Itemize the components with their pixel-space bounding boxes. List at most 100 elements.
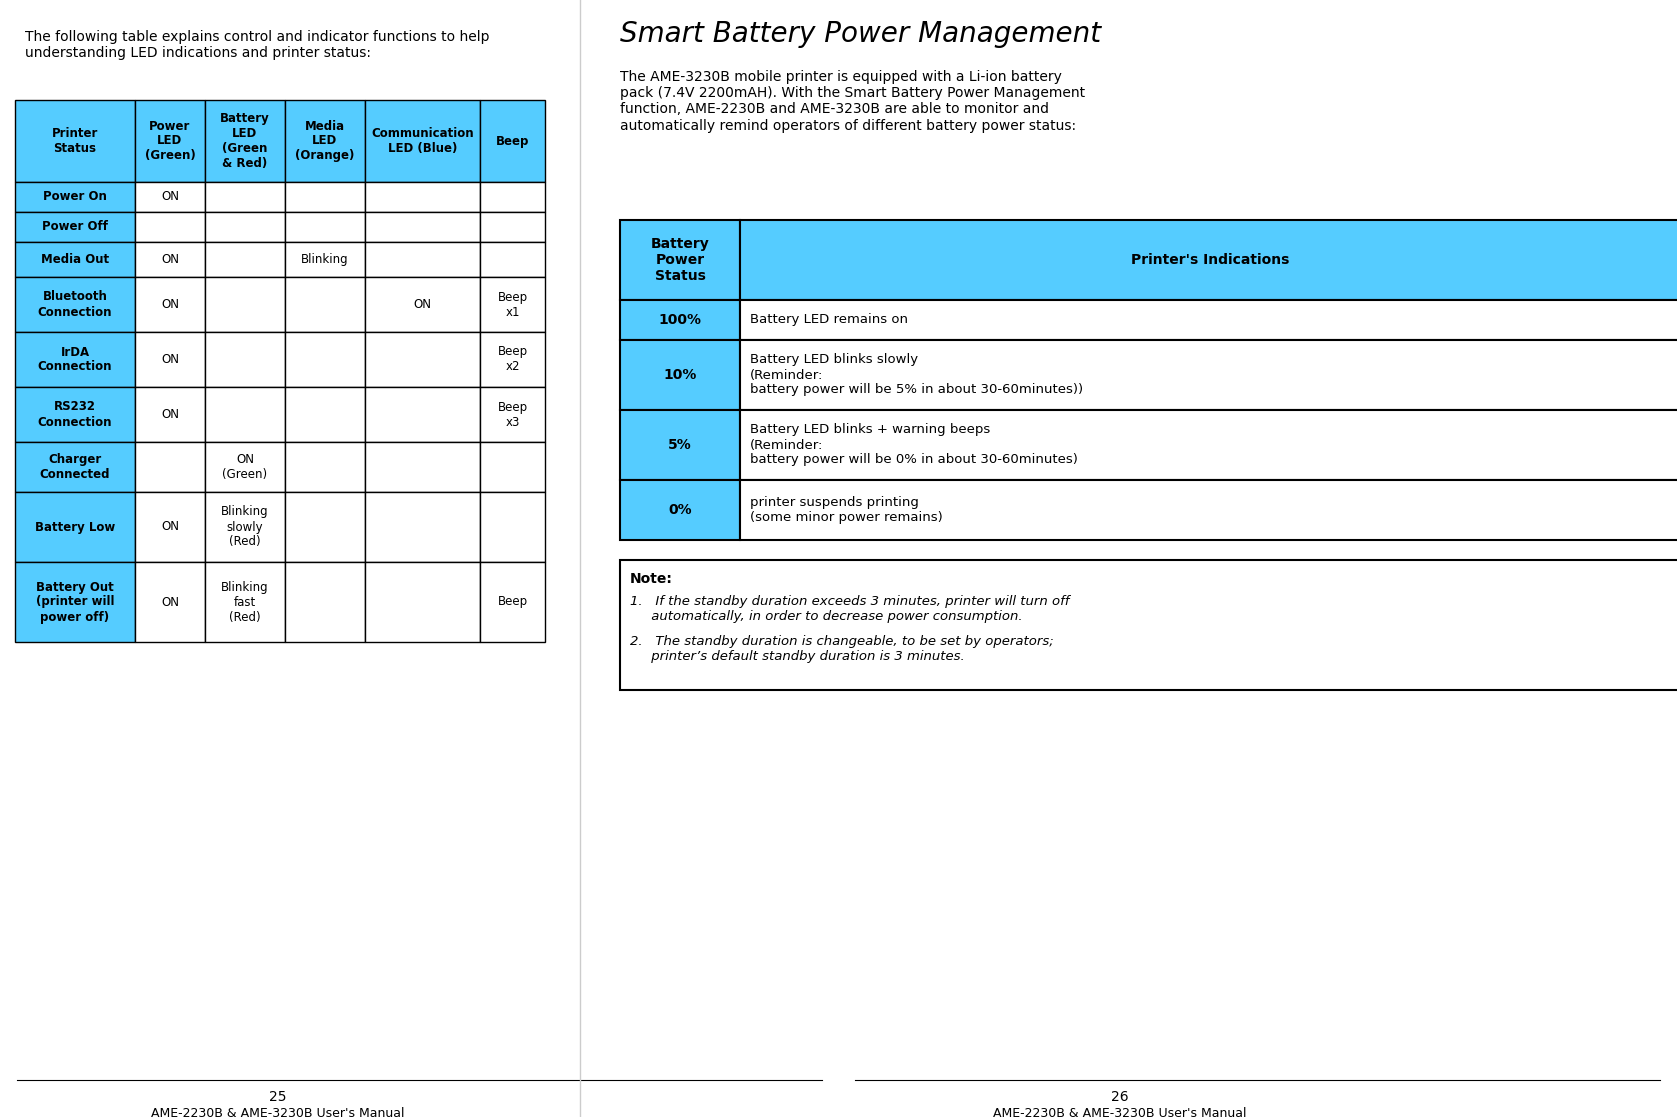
Bar [620, 300, 740, 340]
Text: Printer's Indications: Printer's Indications [1130, 252, 1290, 267]
Text: Beep
x3: Beep x3 [498, 401, 528, 429]
Bar [620, 560, 1677, 690]
Bar [15, 242, 136, 277]
Text: Battery LED blinks slowly
(Reminder:
battery power will be 5% in about 30-60minu: Battery LED blinks slowly (Reminder: bat… [750, 353, 1083, 397]
Bar [15, 332, 136, 386]
Bar [205, 332, 285, 386]
Text: Beep: Beep [498, 595, 528, 609]
Bar [205, 277, 285, 332]
Bar [15, 442, 136, 491]
Bar [15, 491, 136, 562]
Text: Bluetooth
Connection: Bluetooth Connection [39, 290, 112, 318]
Bar [136, 442, 205, 491]
Bar [620, 220, 740, 300]
Text: Beep: Beep [496, 134, 530, 147]
Text: Blinking: Blinking [302, 252, 349, 266]
Text: Beep
x2: Beep x2 [498, 345, 528, 373]
Text: Battery Out
(printer will
power off): Battery Out (printer will power off) [35, 581, 114, 623]
Bar [15, 386, 136, 442]
Text: Battery
Power
Status: Battery Power Status [651, 237, 709, 284]
Text: 2.   The standby duration is changeable, to be set by operators;
     printer’s : 2. The standby duration is changeable, t… [631, 634, 1053, 663]
Bar [15, 277, 136, 332]
Text: Note:: Note: [631, 572, 672, 586]
Text: IrDA
Connection: IrDA Connection [39, 345, 112, 373]
Bar [205, 491, 285, 562]
Bar [136, 332, 205, 386]
Bar [480, 212, 545, 242]
Bar [136, 277, 205, 332]
Text: Media
LED
(Orange): Media LED (Orange) [295, 120, 356, 162]
Text: 100%: 100% [659, 313, 701, 327]
Text: Power
LED
(Green): Power LED (Green) [144, 120, 196, 162]
Bar [620, 410, 740, 480]
Bar [205, 386, 285, 442]
Bar [480, 101, 545, 182]
Bar [285, 212, 366, 242]
Bar [136, 562, 205, 642]
Bar [366, 101, 480, 182]
Bar [136, 212, 205, 242]
Text: AME-2230B & AME-3230B User's Manual: AME-2230B & AME-3230B User's Manual [151, 1107, 404, 1117]
Text: 0%: 0% [667, 503, 693, 517]
Text: RS232
Connection: RS232 Connection [39, 401, 112, 429]
Bar [205, 562, 285, 642]
Bar [620, 480, 740, 540]
Bar [480, 242, 545, 277]
Bar [480, 277, 545, 332]
Bar [366, 182, 480, 212]
Bar [136, 491, 205, 562]
Bar [285, 277, 366, 332]
Text: Media Out: Media Out [40, 252, 109, 266]
Bar [480, 182, 545, 212]
Text: ON: ON [161, 353, 179, 366]
Bar [205, 182, 285, 212]
Text: 10%: 10% [664, 367, 696, 382]
Bar [620, 340, 740, 410]
Text: Smart Battery Power Management: Smart Battery Power Management [620, 20, 1102, 48]
Bar [480, 491, 545, 562]
Text: Power Off: Power Off [42, 220, 107, 233]
Bar [366, 242, 480, 277]
Text: ON: ON [161, 191, 179, 203]
Bar [205, 212, 285, 242]
Bar [136, 242, 205, 277]
Bar [136, 386, 205, 442]
Bar [15, 562, 136, 642]
Text: ON: ON [161, 252, 179, 266]
Text: Battery LED blinks + warning beeps
(Reminder:
battery power will be 0% in about : Battery LED blinks + warning beeps (Remi… [750, 423, 1078, 467]
Text: Blinking
fast
(Red): Blinking fast (Red) [221, 581, 268, 623]
Text: printer suspends printing
(some minor power remains): printer suspends printing (some minor po… [750, 496, 942, 524]
Bar [285, 101, 366, 182]
Bar [366, 277, 480, 332]
Text: ON: ON [414, 298, 431, 311]
Bar [285, 332, 366, 386]
Text: Communication
LED (Blue): Communication LED (Blue) [371, 127, 475, 155]
Bar [366, 562, 480, 642]
Text: ON: ON [161, 408, 179, 421]
Bar [480, 562, 545, 642]
Text: Printer
Status: Printer Status [52, 127, 99, 155]
Bar [480, 332, 545, 386]
Bar [740, 410, 1677, 480]
Text: AME-2230B & AME-3230B User's Manual: AME-2230B & AME-3230B User's Manual [993, 1107, 1246, 1117]
Bar [15, 101, 136, 182]
Bar [740, 340, 1677, 410]
Bar [740, 300, 1677, 340]
Bar [366, 332, 480, 386]
Bar [480, 386, 545, 442]
Bar [740, 480, 1677, 540]
Bar [366, 491, 480, 562]
Text: Blinking
slowly
(Red): Blinking slowly (Red) [221, 506, 268, 548]
Bar [285, 491, 366, 562]
Bar [285, 386, 366, 442]
Bar [480, 442, 545, 491]
Bar [740, 220, 1677, 300]
Bar [15, 212, 136, 242]
Bar [15, 182, 136, 212]
Bar [136, 101, 205, 182]
Bar [366, 386, 480, 442]
Text: Battery
LED
(Green
& Red): Battery LED (Green & Red) [220, 112, 270, 170]
Text: ON: ON [161, 595, 179, 609]
Bar [366, 212, 480, 242]
Bar [136, 182, 205, 212]
